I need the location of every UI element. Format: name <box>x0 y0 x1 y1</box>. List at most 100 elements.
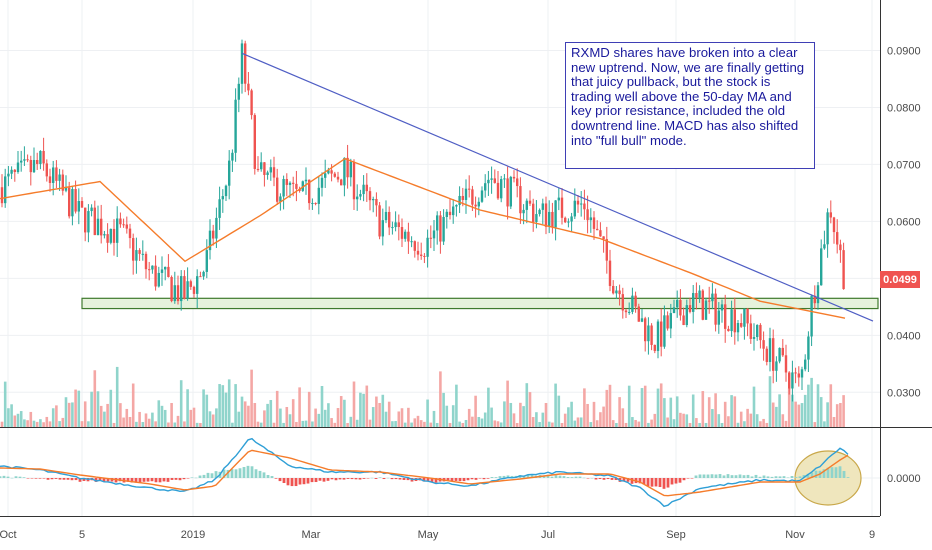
macd-histogram-bar <box>578 476 582 478</box>
volume-bar <box>672 419 676 427</box>
volume-bar <box>787 388 791 427</box>
macd-histogram-bar <box>266 475 270 478</box>
volume-bar <box>266 403 269 427</box>
candle-body <box>311 203 314 205</box>
candle-body <box>39 150 42 164</box>
macd-histogram-bar <box>286 478 290 486</box>
volume-bar <box>163 409 167 427</box>
volume-bar <box>631 417 634 427</box>
candle-body <box>656 321 660 351</box>
volume-bar <box>93 370 97 427</box>
time-tick-label: Jul <box>541 529 555 541</box>
macd-histogram-bar <box>222 469 226 478</box>
macd-histogram-bar <box>258 470 262 478</box>
candle-body <box>119 218 122 225</box>
macd-histogram-bar <box>654 478 658 487</box>
volume-bar <box>288 414 292 427</box>
volume-bar <box>160 405 164 427</box>
candle-body <box>362 184 365 195</box>
price-axis: 0.0900 0.0800 0.0700 0.0600 0.0400 0.0300 0.00… <box>887 46 921 486</box>
volume-bar <box>403 422 407 427</box>
macd-histogram-bar <box>506 475 510 478</box>
candle-body <box>448 211 452 216</box>
macd-histogram-bar <box>754 474 758 478</box>
candle-body <box>749 323 752 339</box>
candle-body <box>391 227 394 229</box>
volume-bar <box>643 385 647 427</box>
volume-bar <box>541 412 545 427</box>
macd-histogram-bar <box>462 478 466 482</box>
macd-histogram-bar <box>426 478 430 482</box>
volume-bar <box>45 416 49 427</box>
macd-histogram-bar <box>334 478 338 481</box>
volume-bar <box>829 384 833 427</box>
candle-body <box>352 161 356 200</box>
candle-body <box>224 185 228 197</box>
macd-histogram-bar <box>822 469 826 478</box>
time-tick-label: Oct <box>0 529 17 541</box>
volume-bar <box>496 421 500 427</box>
candle-body <box>810 295 813 337</box>
candle-body <box>234 99 237 153</box>
candle-body <box>320 177 324 188</box>
macd-histogram-bar <box>770 476 774 478</box>
volume-bar <box>16 413 20 427</box>
candle-body <box>285 179 288 185</box>
macd-histogram-bar <box>78 478 82 482</box>
macd-histogram-bar <box>726 474 730 478</box>
candle-body <box>349 161 352 178</box>
candle-body <box>496 182 500 199</box>
macd-histogram-bar <box>362 478 366 479</box>
macd-histogram-bar <box>294 478 298 487</box>
macd-histogram-bar <box>58 478 62 480</box>
candle-body <box>7 173 10 177</box>
macd-histogram-bar <box>826 467 830 478</box>
macd-histogram-bar <box>786 477 790 479</box>
macd-histogram-bar <box>806 473 810 478</box>
volume-bar <box>394 421 397 427</box>
volume-bar <box>247 405 250 427</box>
candle-body <box>490 178 493 180</box>
time-tick-label: 2019 <box>181 529 205 541</box>
macd-histogram-bar <box>230 469 234 478</box>
volume-bar <box>333 422 337 427</box>
candle-body <box>538 209 541 215</box>
macd-histogram-bar <box>182 478 186 480</box>
macd-histogram-bar <box>302 478 306 485</box>
volume-bar <box>640 388 644 427</box>
macd-histogram-bar <box>706 474 710 478</box>
macd-histogram-bar <box>610 478 614 480</box>
volume-bar <box>301 420 305 427</box>
volume-bar <box>797 404 801 427</box>
macd-histogram-bar <box>10 477 14 479</box>
volume-bar <box>803 394 807 427</box>
macd-histogram-bar <box>190 477 194 478</box>
volume-bar <box>589 422 593 427</box>
volume-bar <box>263 410 266 427</box>
macd-histogram-bar <box>662 478 666 489</box>
candle-body <box>637 306 640 322</box>
candle-body <box>788 372 791 389</box>
macd-histogram-bar <box>546 474 550 478</box>
volume-bar <box>183 421 186 427</box>
macd-histogram-bar <box>198 475 202 478</box>
volume-bar <box>99 405 103 427</box>
volume-bar <box>563 413 567 427</box>
macd-histogram-bar <box>790 476 794 478</box>
candle-body <box>125 224 128 229</box>
macd-histogram-bar <box>474 478 478 480</box>
candle-body <box>410 241 413 243</box>
macd-histogram-bar <box>626 478 630 482</box>
candle-body <box>516 178 519 187</box>
candle-body <box>381 220 384 237</box>
volume-bar <box>176 415 180 427</box>
volume-bar <box>768 376 772 427</box>
volume-bar <box>573 420 577 427</box>
volume-bar <box>608 384 612 427</box>
candle-body <box>525 200 528 210</box>
candle-body <box>778 347 781 362</box>
volume-bar <box>832 417 836 427</box>
candle-body <box>128 228 132 239</box>
candle-body <box>64 187 68 191</box>
macd-histogram-bar <box>738 474 742 478</box>
